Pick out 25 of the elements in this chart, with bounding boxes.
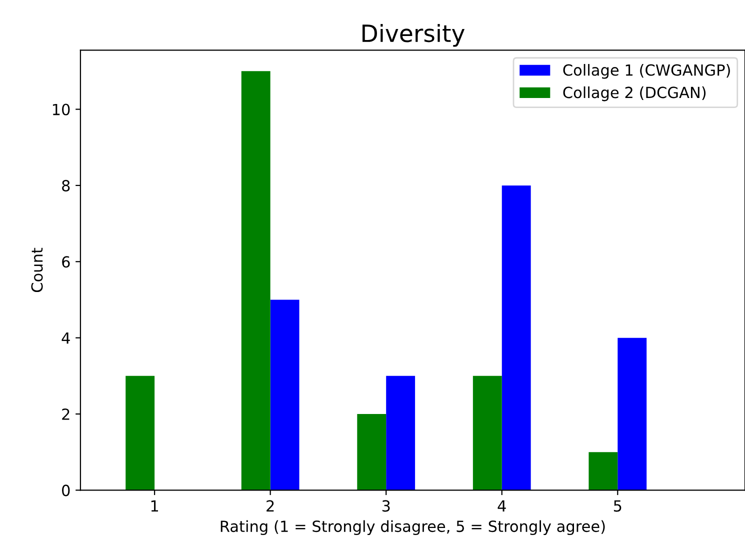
y-tick-label: 2 xyxy=(62,408,70,420)
y-tick-label: 6 xyxy=(62,256,70,268)
y-tick-label: 10 xyxy=(52,104,70,116)
x-tick-label: 1 xyxy=(151,500,158,512)
bar xyxy=(386,376,416,490)
x-tick-label: 4 xyxy=(498,500,506,512)
x-tick-label: 2 xyxy=(266,500,274,512)
bar xyxy=(472,376,502,490)
bar xyxy=(502,185,531,490)
bar xyxy=(241,71,270,490)
y-tick-label: 0 xyxy=(62,484,70,496)
bar xyxy=(270,300,300,490)
y-tick-label: 4 xyxy=(62,332,70,344)
bar xyxy=(357,414,386,490)
y-tick-label: 8 xyxy=(62,180,70,192)
legend-label: Collage 2 (DCGAN) xyxy=(563,86,706,102)
x-tick-label: 5 xyxy=(614,500,622,512)
x-tick-label: 3 xyxy=(382,500,390,512)
chart-title: Diversity xyxy=(362,24,465,47)
y-axis-title: Count xyxy=(31,248,43,292)
bar xyxy=(126,376,155,490)
bar xyxy=(588,452,618,490)
bar xyxy=(618,338,647,490)
legend-label: Collage 1 (CWGANGP) xyxy=(563,64,730,79)
x-axis-title: Rating (1 = Strongly disagree, 5 = Strongly agree) xyxy=(220,520,605,536)
